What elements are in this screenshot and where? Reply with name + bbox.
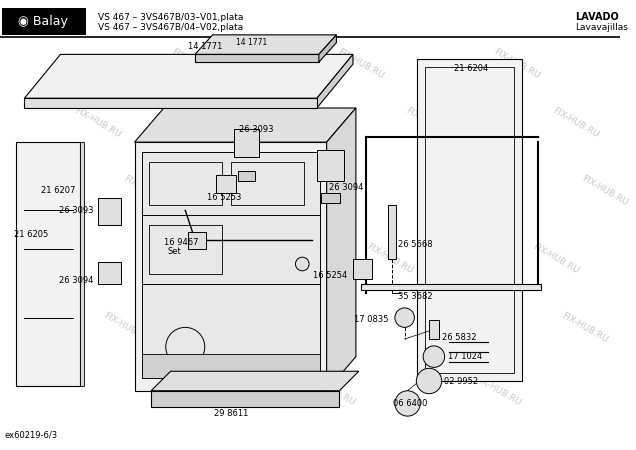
- Text: 14 1771: 14 1771: [236, 38, 267, 47]
- Text: 16 5254: 16 5254: [313, 271, 347, 280]
- Circle shape: [423, 346, 445, 367]
- Circle shape: [296, 257, 309, 271]
- Text: FIX-HUB.RU: FIX-HUB.RU: [404, 106, 453, 140]
- Polygon shape: [80, 142, 84, 386]
- Text: FIX-HUB.RU: FIX-HUB.RU: [170, 47, 219, 81]
- Bar: [97, 198, 121, 225]
- Text: ◉ Balay: ◉ Balay: [18, 15, 68, 28]
- Text: 02 9952: 02 9952: [444, 377, 478, 386]
- Polygon shape: [319, 35, 336, 62]
- Polygon shape: [195, 54, 319, 62]
- Text: 06 6400: 06 6400: [393, 399, 427, 408]
- Circle shape: [395, 308, 415, 328]
- Text: 21 6205: 21 6205: [13, 230, 48, 239]
- Text: FIX-HUB.RU: FIX-HUB.RU: [268, 310, 317, 344]
- Text: 17 0835: 17 0835: [354, 315, 388, 324]
- Text: FIX-HUB.RU: FIX-HUB.RU: [366, 242, 415, 276]
- Text: 14 1771: 14 1771: [188, 42, 222, 51]
- Text: FIX-HUB.RU: FIX-HUB.RU: [434, 310, 483, 344]
- Text: FIX-HUB.RU: FIX-HUB.RU: [560, 310, 610, 344]
- Bar: [353, 259, 373, 279]
- Bar: [238, 171, 256, 181]
- Polygon shape: [135, 108, 356, 142]
- Polygon shape: [317, 54, 353, 108]
- Text: FIX-HUB.RU: FIX-HUB.RU: [453, 174, 502, 208]
- Text: FIX-HUB.RU: FIX-HUB.RU: [336, 47, 385, 81]
- Circle shape: [417, 369, 441, 394]
- Text: FIX-HUB.RU: FIX-HUB.RU: [531, 242, 581, 276]
- Bar: [2, 8, 86, 35]
- Text: 16 5253: 16 5253: [207, 193, 241, 202]
- Text: VS 467 – 3VS467B/03–V01,plata: VS 467 – 3VS467B/03–V01,plata: [97, 13, 243, 22]
- Text: FIX-HUB.RU: FIX-HUB.RU: [73, 106, 122, 140]
- Polygon shape: [24, 54, 353, 98]
- Text: FIX-HUB.RU: FIX-HUB.RU: [238, 106, 288, 140]
- Text: VS 467 – 3VS467B/04–V02,plata: VS 467 – 3VS467B/04–V02,plata: [97, 22, 242, 32]
- Bar: [429, 320, 439, 339]
- Bar: [142, 152, 320, 378]
- Text: FIX-HUB.RU: FIX-HUB.RU: [121, 174, 171, 208]
- Text: 16 9467: 16 9467: [164, 238, 198, 247]
- Text: Lavavajillas: Lavavajillas: [576, 22, 628, 32]
- Bar: [142, 354, 320, 378]
- Text: FIX-HUB.RU: FIX-HUB.RU: [141, 374, 190, 408]
- Text: FIX-HUB.RU: FIX-HUB.RU: [34, 242, 83, 276]
- Text: FIX-HUB.RU: FIX-HUB.RU: [307, 374, 356, 408]
- Bar: [188, 232, 205, 249]
- Text: FIX-HUB.RU: FIX-HUB.RU: [287, 174, 336, 208]
- Text: 26 3093: 26 3093: [59, 206, 93, 215]
- Text: 17 1024: 17 1024: [448, 352, 482, 361]
- Text: 26 3094: 26 3094: [59, 276, 93, 285]
- Polygon shape: [151, 391, 340, 407]
- Polygon shape: [417, 59, 522, 381]
- Bar: [97, 262, 121, 284]
- Text: 29 8611: 29 8611: [214, 409, 248, 418]
- Circle shape: [395, 391, 420, 416]
- Polygon shape: [16, 142, 80, 386]
- Text: 21 6204: 21 6204: [454, 64, 488, 73]
- Bar: [317, 150, 344, 181]
- Bar: [388, 206, 396, 259]
- Text: FIX-HUB.RU: FIX-HUB.RU: [473, 374, 522, 408]
- Text: FIX-HUB.RU: FIX-HUB.RU: [200, 242, 249, 276]
- Polygon shape: [361, 284, 541, 290]
- Bar: [216, 175, 236, 193]
- Text: 35 3682: 35 3682: [398, 292, 432, 301]
- Text: 26 5668: 26 5668: [398, 240, 432, 249]
- Bar: [149, 225, 223, 274]
- Text: FIX-HUB.RU: FIX-HUB.RU: [492, 47, 541, 81]
- Text: LAVADO: LAVADO: [576, 12, 619, 22]
- Polygon shape: [24, 98, 317, 108]
- Text: ex60219-6/3: ex60219-6/3: [5, 430, 58, 439]
- Text: FIX-HUB.RU: FIX-HUB.RU: [580, 174, 629, 208]
- Text: 21 6207: 21 6207: [41, 186, 75, 195]
- Bar: [231, 162, 304, 206]
- Bar: [234, 130, 259, 157]
- Polygon shape: [151, 371, 359, 391]
- Polygon shape: [195, 35, 336, 54]
- Polygon shape: [135, 142, 327, 391]
- Bar: [149, 162, 223, 206]
- Bar: [321, 193, 340, 202]
- Text: Set: Set: [168, 247, 181, 256]
- Polygon shape: [327, 108, 356, 391]
- Text: 26 3093: 26 3093: [239, 125, 273, 134]
- Text: FIX-HUB.RU: FIX-HUB.RU: [551, 106, 600, 140]
- Text: 26 3094: 26 3094: [329, 184, 363, 193]
- Text: 26 5832: 26 5832: [441, 333, 476, 342]
- Text: FIX-HUB.RU: FIX-HUB.RU: [102, 310, 151, 344]
